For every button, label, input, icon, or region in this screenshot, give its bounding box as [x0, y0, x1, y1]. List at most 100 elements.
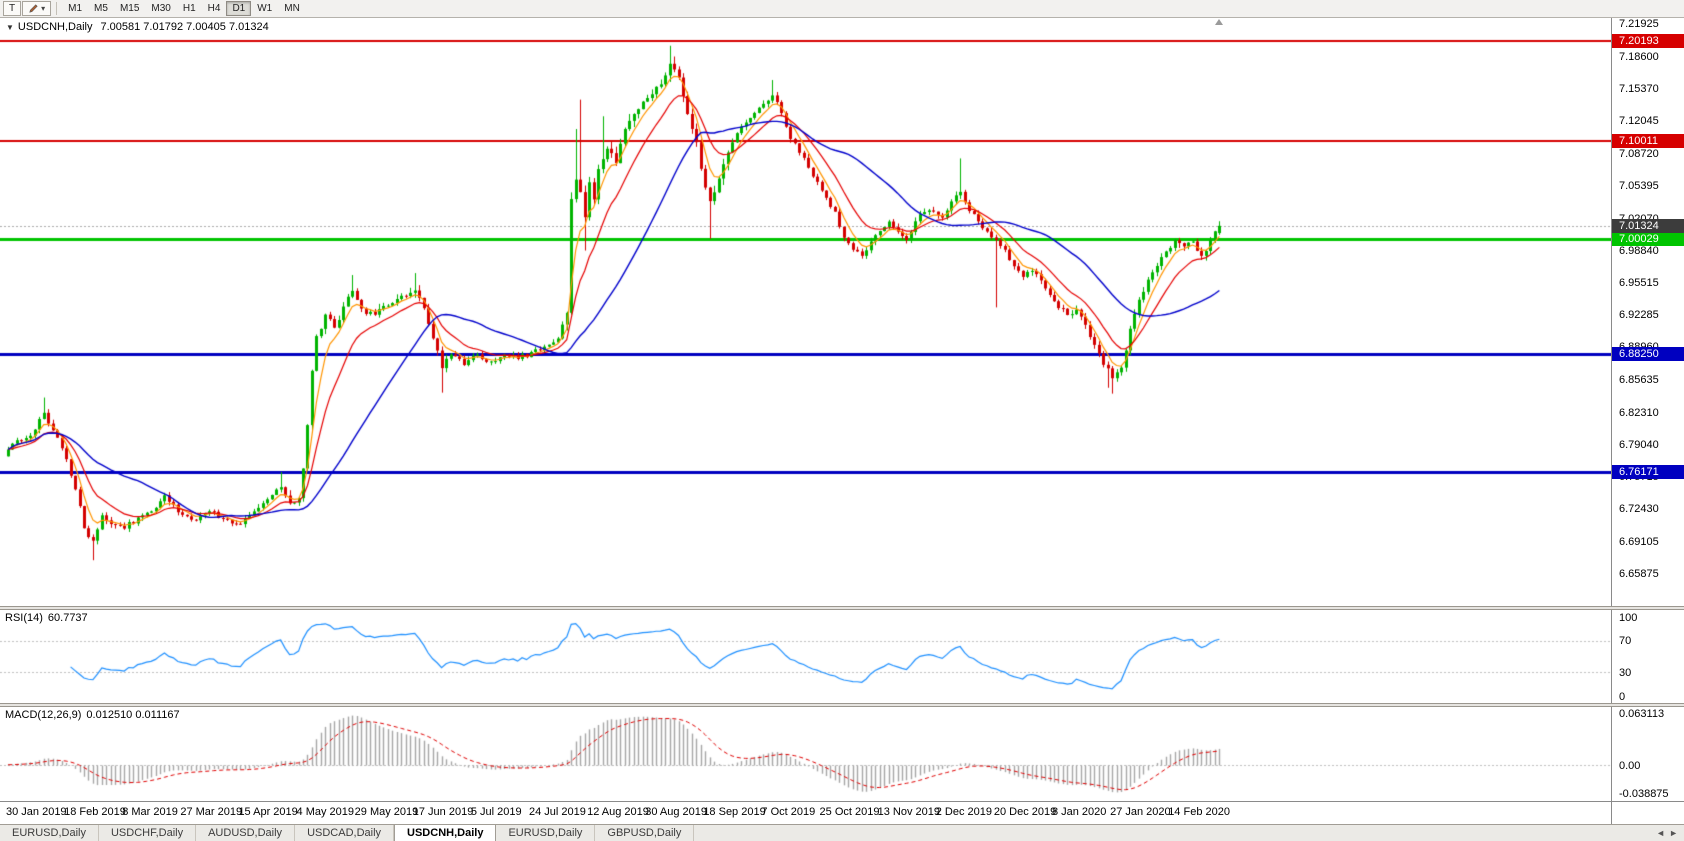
date-axis-label: 2 Dec 2019 [935, 806, 993, 818]
hline-price-tag: 6.88250 [1612, 346, 1684, 361]
date-axis-label: 30 Jan 2019 [6, 806, 67, 818]
hline-price-tag: 7.20193 [1612, 33, 1684, 48]
date-axis-label: 18 Sep 2019 [703, 806, 766, 818]
chart-tab-5-eurusd[interactable]: EURUSD,Daily [496, 825, 596, 841]
date-axis-label: 24 Jul 2019 [528, 806, 586, 818]
panel-splitter[interactable] [0, 606, 1684, 610]
timeframe-button-m1[interactable]: M1 [62, 1, 88, 16]
text-tool-button[interactable]: T [3, 1, 22, 16]
toolbar-separator [56, 2, 58, 15]
pencil-icon [28, 3, 39, 14]
hline-price-tag: 6.76171 [1612, 465, 1684, 480]
price-axis[interactable]: 7.21925 7.18600 7.15370 7.12045 7.08720 7.053… [1611, 18, 1684, 606]
date-axis-label: 8 Mar 2019 [122, 806, 178, 818]
price-axis-label: 6.82310 [1619, 406, 1659, 419]
macd-label: MACD(12,26,9) 0.012510 0.011167 [5, 709, 180, 721]
chart-tab-4-usdcnh[interactable]: USDCNH,Daily [394, 825, 497, 841]
price-axis-label: 6.65875 [1619, 567, 1659, 580]
tab-scroll-right-icon[interactable]: ► [1669, 828, 1678, 838]
chart-tabbar: EURUSD,Daily USDCHF,Daily AUDUSD,Daily USDC… [0, 824, 1684, 841]
price-axis-label: 6.79040 [1619, 438, 1659, 451]
hline-price-tag: 7.10011 [1612, 133, 1684, 148]
date-axis-label: 7 Oct 2019 [761, 806, 816, 818]
draw-tool-button[interactable]: ▾ [22, 1, 52, 16]
date-axis-label: 14 Feb 2020 [1168, 806, 1230, 818]
macd-axis-label: 0.063113 [1619, 708, 1665, 720]
rsi-canvas[interactable] [0, 610, 1611, 703]
chart-tab-1-usdchf[interactable]: USDCHF,Daily [99, 825, 197, 841]
date-axis-label: 27 Mar 2019 [180, 806, 243, 818]
timeframe-button-mn[interactable]: MN [278, 1, 306, 16]
macd-axis[interactable]: 0.063113 0.00 -0.038875 [1611, 707, 1684, 801]
timeframe-button-d1[interactable]: D1 [226, 1, 252, 16]
macd-canvas[interactable] [0, 707, 1611, 801]
chart-tab-3-usdcad[interactable]: USDCAD,Daily [295, 825, 395, 841]
chevron-down-icon: ▾ [41, 3, 46, 13]
macd-panel: MACD(12,26,9) 0.012510 0.011167 0.063113 0… [0, 707, 1684, 801]
price-axis-label: 7.21925 [1619, 18, 1659, 31]
chart-shift-marker[interactable] [1215, 19, 1223, 25]
chart-tab-0-eurusd[interactable]: EURUSD,Daily [0, 825, 99, 841]
date-axis-label: 5 Jul 2019 [470, 806, 522, 818]
price-axis-label: 6.98840 [1619, 244, 1659, 257]
rsi-panel: RSI(14) 60.7737 100 70 30 0 [0, 610, 1684, 703]
ohlc-values: 7.00581 7.01792 7.00405 7.01324 [100, 21, 269, 33]
date-axis-label: 25 Oct 2019 [819, 806, 880, 818]
date-axis-label: 18 Feb 2019 [64, 806, 126, 818]
timeframe-button-m5[interactable]: M5 [88, 1, 114, 16]
panel-splitter[interactable] [0, 703, 1684, 707]
date-axis-label: 30 Aug 2019 [645, 806, 707, 818]
axis-corner [1611, 802, 1683, 824]
rsi-axis[interactable]: 100 70 30 0 [1611, 610, 1684, 703]
timeframe-button-m30[interactable]: M30 [145, 1, 176, 16]
date-axis-label: 4 May 2019 [296, 806, 355, 818]
toolbar: T ▾ M1 M5 M15 M30 H1 H4 D1 W1 MN [0, 0, 1684, 18]
chart-window: ▼ USDCNH,Daily 7.00581 7.01792 7.00405 7.0… [0, 18, 1684, 824]
tab-scroll-arrows: ◄ ► [1650, 825, 1684, 841]
rsi-axis-label: 30 [1619, 666, 1632, 679]
timeframe-button-m15[interactable]: M15 [114, 1, 145, 16]
timeframe-button-h1[interactable]: H1 [177, 1, 202, 16]
price-axis-label: 7.18600 [1619, 51, 1659, 63]
chart-tab-6-gbpusd[interactable]: GBPUSD,Daily [595, 825, 695, 841]
timeframe-button-group: M1 M5 M15 M30 H1 H4 D1 W1 MN [62, 1, 306, 16]
date-axis-label: 29 May 2019 [354, 806, 419, 818]
collapse-caret-icon[interactable]: ▼ [6, 23, 14, 32]
date-axis-label: 13 Nov 2019 [877, 806, 941, 818]
rsi-label: RSI(14) 60.7737 [5, 612, 88, 624]
chart-tabs: EURUSD,Daily USDCHF,Daily AUDUSD,Daily USDC… [0, 825, 695, 841]
timeframe-button-w1[interactable]: W1 [251, 1, 278, 16]
price-axis-label: 6.92285 [1619, 308, 1659, 321]
rsi-value: 60.7737 [47, 612, 88, 624]
price-axis-label: 7.05395 [1619, 180, 1659, 193]
macd-axis-label: 0.00 [1619, 759, 1641, 772]
price-axis-label: 6.85635 [1619, 374, 1659, 387]
symbol-title: USDCNH,Daily [17, 21, 93, 33]
price-axis-label: 7.12045 [1619, 115, 1659, 128]
date-axis-label: 17 Jun 2019 [412, 806, 474, 818]
macd-axis-label: -0.038875 [1619, 788, 1669, 800]
price-axis-label: 7.15370 [1619, 82, 1659, 95]
rsi-axis-label: 0 [1619, 690, 1626, 703]
hline-price-tag: 7.00029 [1612, 231, 1684, 246]
rsi-axis-label: 100 [1619, 611, 1638, 624]
current-price-tag: 7.01324 [1612, 218, 1684, 233]
rsi-axis-label: 70 [1619, 635, 1632, 648]
price-axis-label: 6.95515 [1619, 277, 1659, 290]
date-axis-label: 27 Jan 2020 [1110, 806, 1171, 818]
price-axis-label: 6.72430 [1619, 503, 1659, 516]
timeframe-button-h4[interactable]: H4 [202, 1, 227, 16]
date-axis-label: 15 Apr 2019 [238, 806, 298, 818]
date-axis-label: 20 Dec 2019 [993, 806, 1057, 818]
macd-values: 0.012510 0.011167 [86, 709, 180, 721]
date-axis-label: 8 Jan 2020 [1051, 806, 1107, 818]
price-axis-label: 6.69105 [1619, 536, 1659, 549]
chart-tab-2-audusd[interactable]: AUDUSD,Daily [196, 825, 296, 841]
chart-title: ▼ USDCNH,Daily 7.00581 7.01792 7.00405 7.0… [6, 21, 269, 33]
date-axis[interactable]: 30 Jan 2019 18 Feb 2019 8 Mar 2019 27 Mar 2… [0, 801, 1684, 824]
tab-scroll-left-icon[interactable]: ◄ [1656, 828, 1666, 838]
main-chart-panel: ▼ USDCNH,Daily 7.00581 7.01792 7.00405 7.0… [0, 18, 1684, 606]
price-axis-label: 7.08720 [1619, 147, 1659, 160]
main-chart-canvas[interactable] [0, 18, 1611, 606]
